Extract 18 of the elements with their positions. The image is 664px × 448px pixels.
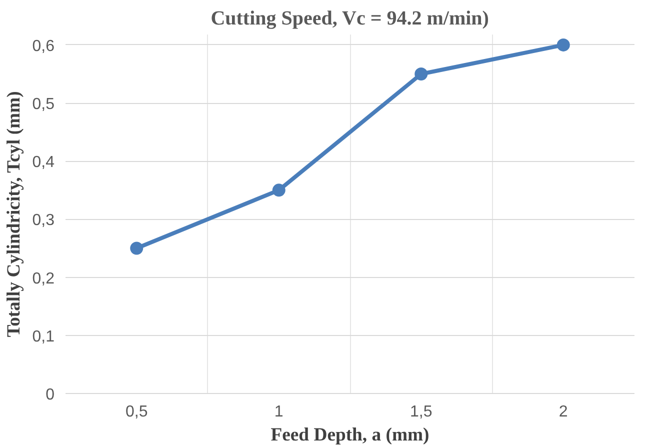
y-tick-label: 0,2 bbox=[32, 270, 55, 288]
y-tick-label: 0 bbox=[46, 386, 55, 404]
point bbox=[556, 38, 570, 52]
y-tick-label: 0,5 bbox=[32, 96, 55, 114]
point bbox=[272, 184, 286, 197]
y-tick-label: 0,3 bbox=[32, 212, 55, 230]
x-tick-label: 2 bbox=[558, 404, 568, 420]
x-tick-label: 1,5 bbox=[410, 404, 432, 420]
y-tick-label: 0,4 bbox=[32, 154, 55, 172]
y-tick-label: 0,6 bbox=[32, 38, 55, 55]
chart-title: Cutting Speed, Vc = 94.2 m/min) bbox=[210, 8, 489, 30]
x-tick-label: 1 bbox=[274, 404, 284, 420]
y-tick-label: 0,1 bbox=[32, 328, 55, 346]
y-axis-title: Totally Cylindricity, Tcyl (mm) bbox=[3, 91, 24, 338]
point bbox=[414, 68, 428, 80]
x-tick-label: 0,5 bbox=[126, 404, 148, 420]
point bbox=[130, 242, 144, 255]
x-axis-title: Feed Depth, a (mm) bbox=[270, 424, 430, 446]
